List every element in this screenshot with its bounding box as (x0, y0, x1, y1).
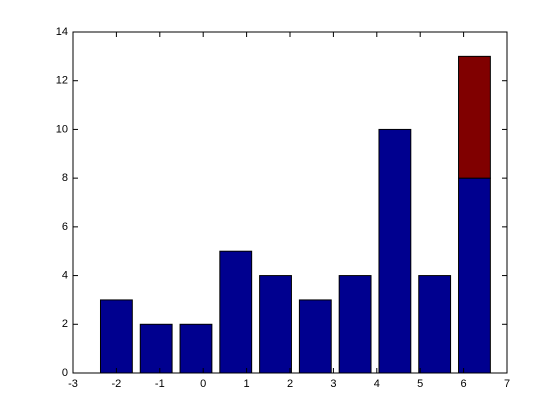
x-tick-label: -2 (112, 378, 122, 390)
bar (139, 323, 173, 374)
x-tick-label: 7 (504, 378, 510, 390)
y-tick-label: 2 (62, 318, 68, 330)
x-tick-label: -1 (155, 378, 165, 390)
bar (418, 275, 452, 374)
y-tick-label: 8 (62, 172, 68, 184)
y-tick-label: 14 (56, 26, 68, 38)
y-tick-label: 12 (56, 75, 68, 87)
bar (458, 177, 491, 374)
bar (298, 299, 332, 374)
bar (99, 299, 133, 374)
bar (458, 55, 491, 179)
x-tick-label: 3 (330, 378, 336, 390)
x-tick-label: -3 (68, 378, 78, 390)
bar (259, 275, 292, 374)
y-tick-label: 10 (56, 123, 68, 135)
y-tick-label: 4 (62, 269, 68, 281)
x-tick-label: 6 (461, 378, 467, 390)
bar (219, 250, 253, 374)
bar (338, 275, 372, 374)
x-tick-label: 5 (417, 378, 423, 390)
x-tick-label: 4 (374, 378, 380, 390)
x-tick-label: 1 (244, 378, 250, 390)
x-tick-label: 2 (287, 378, 293, 390)
x-tick-label: 0 (200, 378, 206, 390)
y-tick-label: 0 (62, 367, 68, 379)
bar (179, 323, 213, 374)
bar (378, 128, 412, 374)
y-tick-label: 6 (62, 221, 68, 233)
